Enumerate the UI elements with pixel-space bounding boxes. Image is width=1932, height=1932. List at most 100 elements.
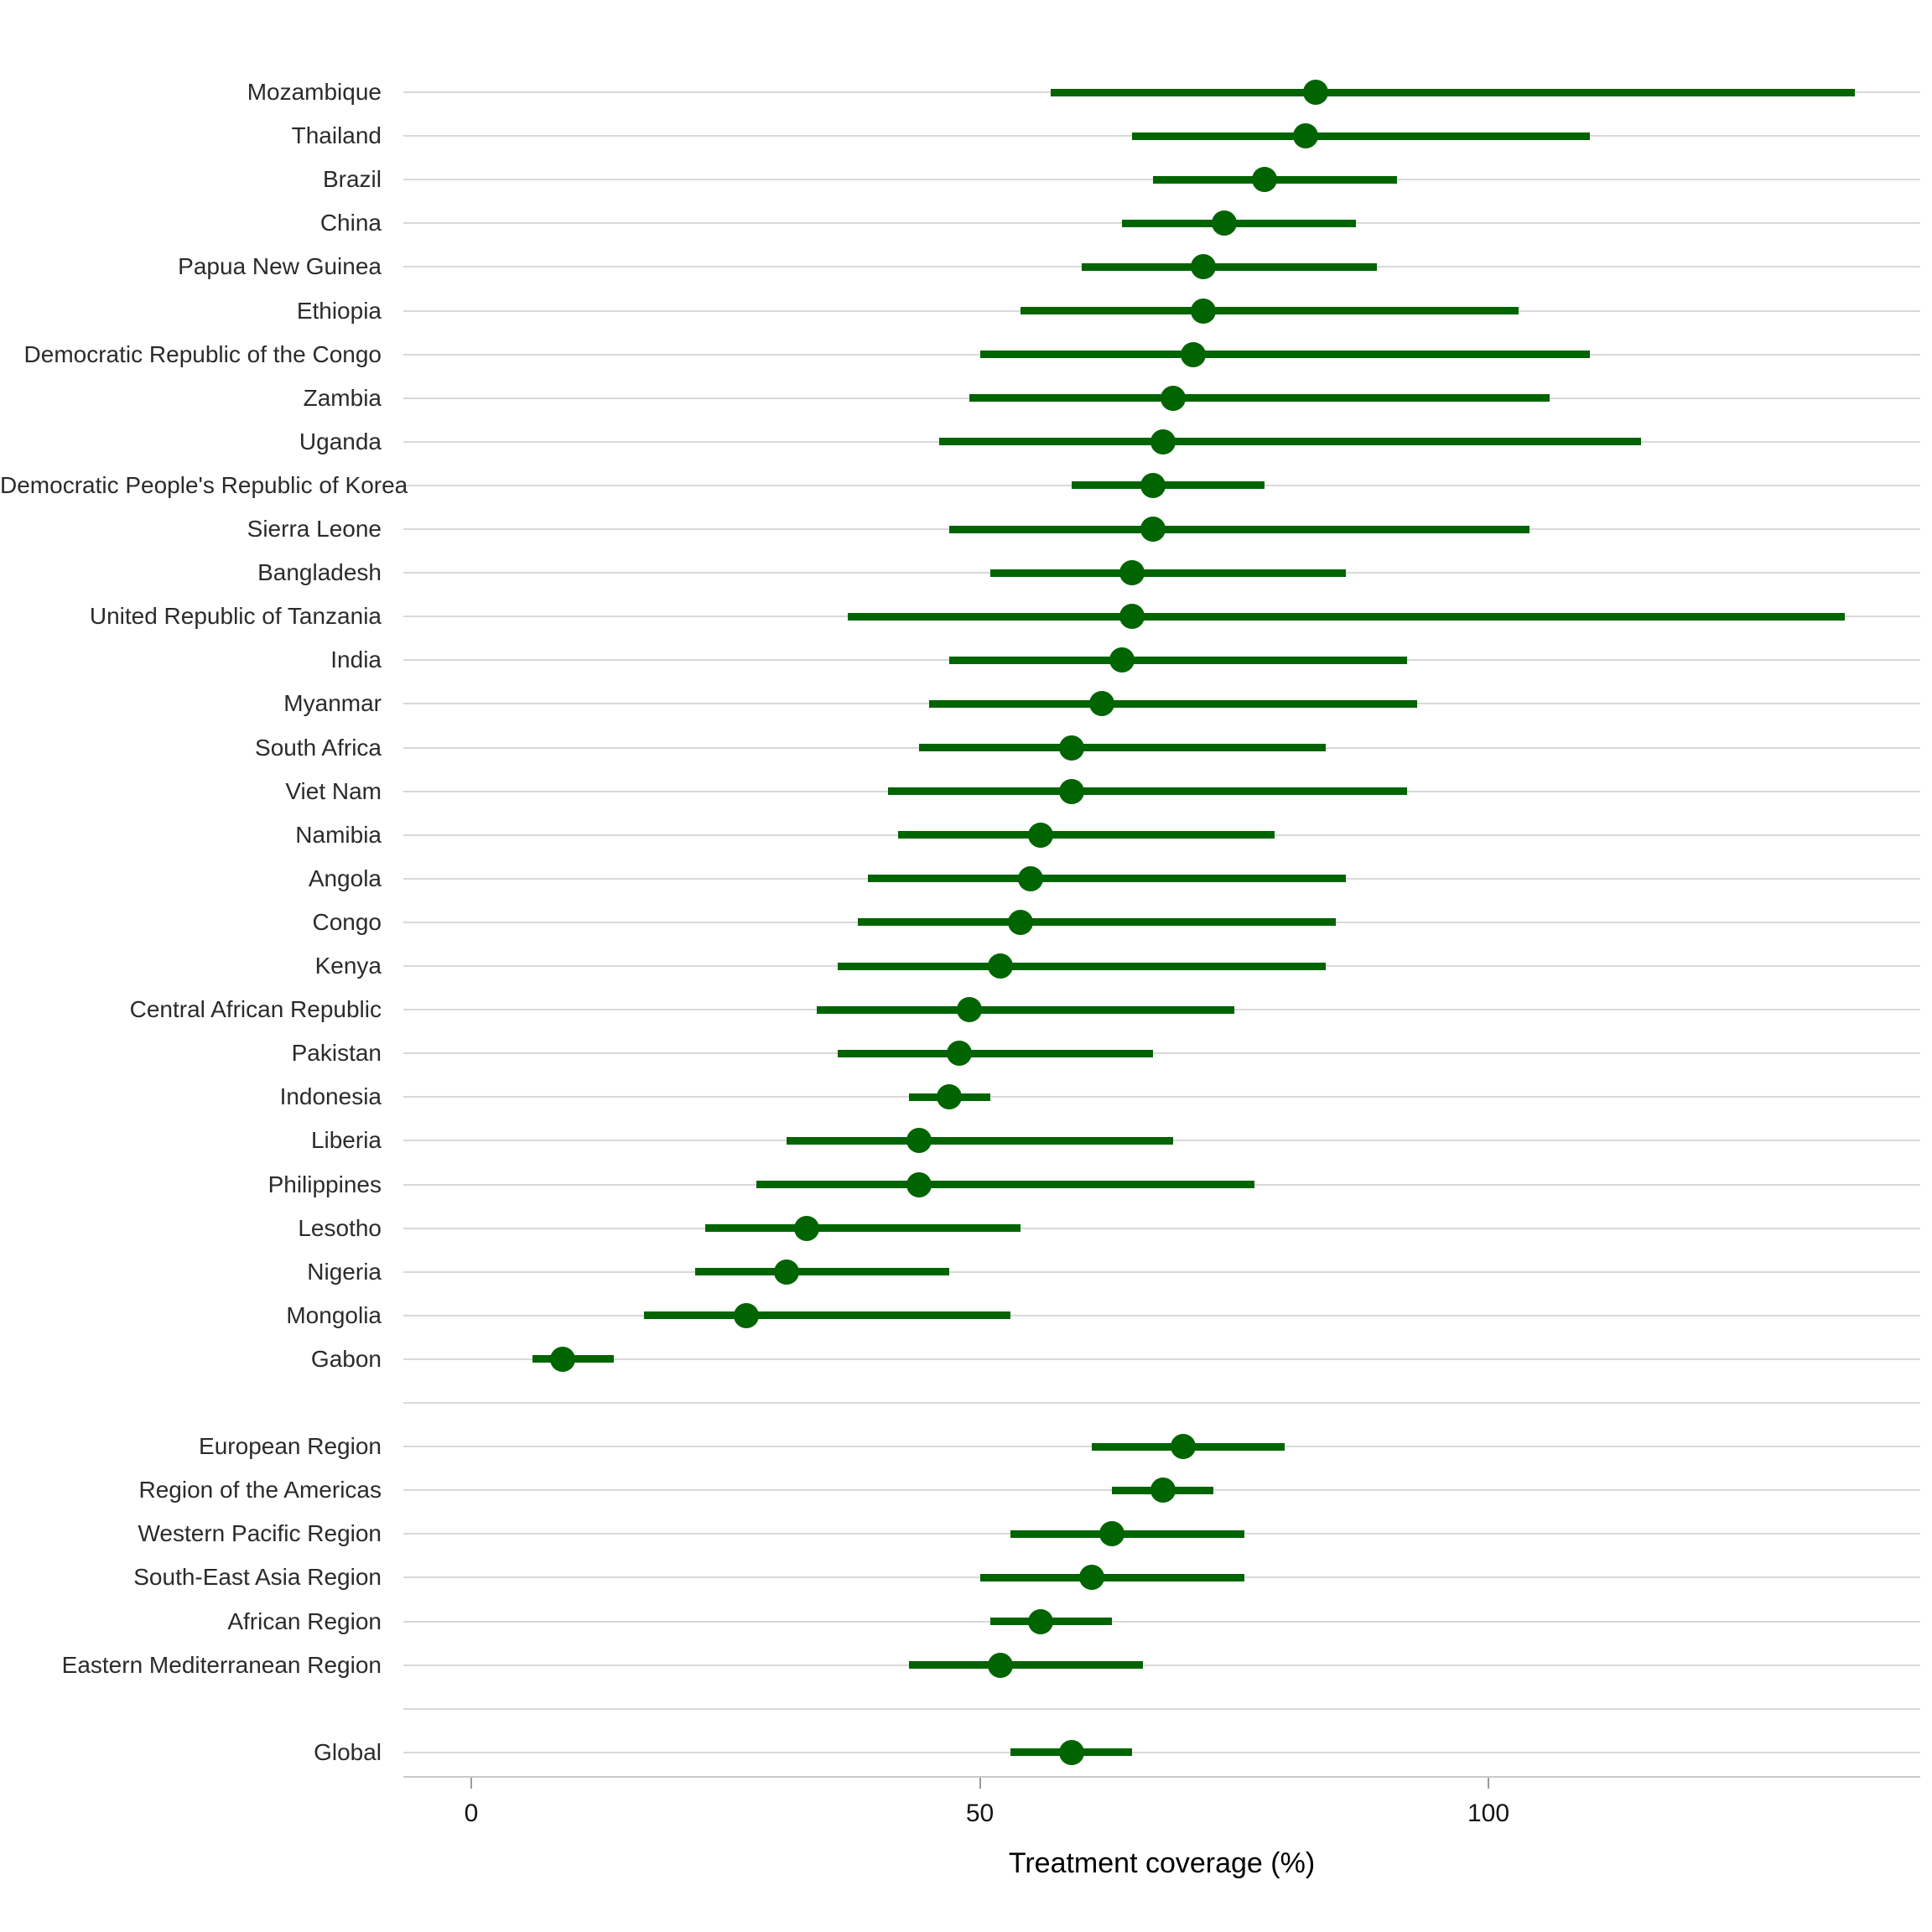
confidence-interval-line xyxy=(979,351,1591,359)
confidence-interval-line xyxy=(847,612,1845,621)
category-label: Congo xyxy=(312,908,382,935)
gridline xyxy=(403,1052,1920,1055)
category-label: Global xyxy=(314,1738,382,1765)
gridline xyxy=(403,1314,1920,1317)
gridline xyxy=(403,1402,1920,1404)
point-estimate-dot xyxy=(1181,341,1207,367)
confidence-interval-line xyxy=(938,438,1641,446)
point-estimate-dot xyxy=(957,997,983,1023)
point-estimate-dot xyxy=(1191,298,1217,324)
confidence-interval-line xyxy=(1132,132,1591,140)
category-label: China xyxy=(319,210,382,236)
point-estimate-dot xyxy=(1089,691,1115,717)
point-estimate-dot xyxy=(1058,778,1084,804)
point-estimate-dot xyxy=(794,1215,820,1241)
gridline xyxy=(403,1620,1920,1623)
category-label: Angola xyxy=(308,865,382,891)
confidence-interval-line xyxy=(1021,307,1519,314)
gridline xyxy=(403,1707,1920,1710)
confidence-interval-line xyxy=(704,1224,1021,1233)
category-label: Eastern Mediterranean Region xyxy=(61,1651,382,1678)
category-label: Democratic Republic of the Congo xyxy=(23,340,382,367)
gridline xyxy=(403,1358,1920,1360)
category-label: United Republic of Tanzania xyxy=(89,603,382,630)
category-label: Uganda xyxy=(299,428,382,454)
x-axis-tick-label: 50 xyxy=(965,1800,995,1827)
category-label: Sierra Leone xyxy=(247,516,382,542)
confidence-interval-line xyxy=(837,962,1326,970)
point-estimate-dot xyxy=(1058,1739,1084,1765)
confidence-interval-line xyxy=(989,569,1347,577)
gridline xyxy=(403,1664,1920,1666)
category-label: Lesotho xyxy=(298,1214,382,1241)
confidence-interval-line xyxy=(949,656,1407,664)
point-estimate-dot xyxy=(1119,604,1145,630)
category-label: Myanmar xyxy=(283,690,382,717)
category-label: Thailand xyxy=(291,122,382,149)
point-estimate-dot xyxy=(1252,167,1278,193)
point-estimate-dot xyxy=(1008,909,1034,935)
point-estimate-dot xyxy=(1160,385,1186,411)
confidence-interval-line xyxy=(1010,1530,1244,1538)
confidence-interval-line xyxy=(817,1005,1234,1014)
confidence-interval-line xyxy=(1122,219,1357,227)
category-label: Pakistan xyxy=(291,1040,382,1067)
category-label: European Region xyxy=(199,1433,382,1460)
point-estimate-dot xyxy=(906,1171,932,1197)
category-label: Central African Republic xyxy=(129,996,382,1023)
point-estimate-dot xyxy=(1028,822,1054,848)
point-estimate-dot xyxy=(1140,472,1166,498)
category-label: Mongolia xyxy=(286,1301,382,1328)
confidence-interval-line xyxy=(694,1268,950,1276)
gridline xyxy=(403,1227,1920,1229)
x-axis-line xyxy=(403,1776,1920,1778)
category-label: Papua New Guinea xyxy=(178,253,382,280)
category-label: Indonesia xyxy=(279,1083,382,1110)
category-label: Democratic People's Republic of Korea xyxy=(0,471,408,498)
category-label: Kenya xyxy=(314,953,382,979)
category-label: Namibia xyxy=(295,821,382,848)
point-estimate-dot xyxy=(1140,517,1166,542)
point-estimate-dot xyxy=(550,1346,576,1372)
confidence-interval-line xyxy=(837,1049,1153,1057)
x-axis-tick xyxy=(979,1778,981,1789)
confidence-interval-line xyxy=(1081,262,1377,271)
category-label: South-East Asia Region xyxy=(133,1564,382,1591)
confidence-interval-line xyxy=(644,1311,1010,1320)
point-estimate-dot xyxy=(1302,80,1328,105)
category-label: Gabon xyxy=(310,1345,382,1372)
point-estimate-dot xyxy=(1150,428,1176,454)
confidence-interval-line xyxy=(1071,481,1265,490)
category-label: Brazil xyxy=(322,166,382,193)
confidence-interval-line xyxy=(868,875,1347,883)
point-estimate-dot xyxy=(937,1084,963,1110)
gridline xyxy=(403,1096,1920,1098)
point-estimate-dot xyxy=(1211,210,1237,236)
point-estimate-dot xyxy=(1171,1434,1197,1460)
confidence-interval-line xyxy=(928,699,1418,708)
confidence-interval-line xyxy=(979,1573,1244,1581)
point-estimate-dot xyxy=(987,1652,1013,1678)
x-axis-tick-label: 0 xyxy=(464,1800,479,1827)
point-estimate-dot xyxy=(1099,1521,1125,1547)
category-label: Liberia xyxy=(310,1127,382,1154)
confidence-interval-line xyxy=(949,525,1530,533)
confidence-interval-line xyxy=(787,1136,1173,1145)
confidence-interval-line xyxy=(756,1181,1254,1188)
confidence-interval-line xyxy=(908,1661,1143,1670)
point-estimate-dot xyxy=(1028,1608,1054,1634)
point-estimate-dot xyxy=(1018,865,1044,891)
category-label: Nigeria xyxy=(307,1258,382,1285)
category-label: Bangladesh xyxy=(257,559,382,586)
confidence-interval-line xyxy=(969,394,1550,402)
x-axis-tick-label: 100 xyxy=(1467,1800,1510,1827)
confidence-interval-line xyxy=(888,787,1407,796)
point-estimate-dot xyxy=(1078,1565,1104,1591)
gridline xyxy=(403,1270,1920,1273)
confidence-interval-line xyxy=(857,918,1337,927)
point-estimate-dot xyxy=(1292,123,1318,149)
point-estimate-dot xyxy=(987,953,1013,979)
point-estimate-dot xyxy=(906,1128,932,1154)
category-label: Philippines xyxy=(267,1171,382,1197)
